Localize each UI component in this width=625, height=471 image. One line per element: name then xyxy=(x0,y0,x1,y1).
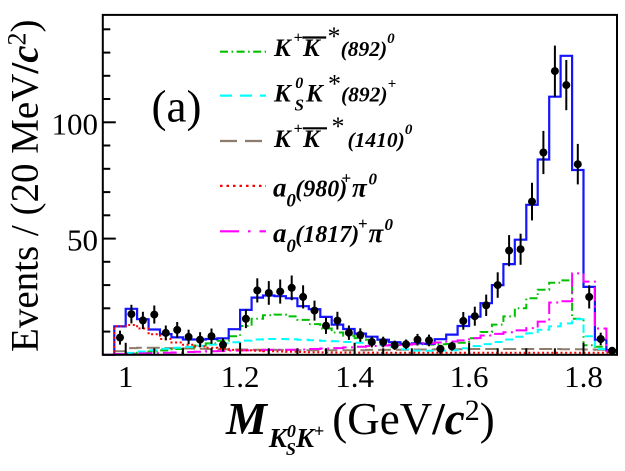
svg-text:100: 100 xyxy=(52,106,99,141)
svg-text:0: 0 xyxy=(369,170,378,189)
svg-text:S: S xyxy=(295,96,304,115)
svg-text:π: π xyxy=(369,218,385,248)
svg-text:*: * xyxy=(328,70,341,99)
svg-text:K: K xyxy=(302,126,322,153)
svg-text:+: + xyxy=(294,30,303,47)
svg-text:(1817): (1817) xyxy=(295,222,359,248)
svg-text:0: 0 xyxy=(295,75,303,92)
svg-text:(980): (980) xyxy=(295,177,347,203)
svg-text:a: a xyxy=(273,218,287,248)
svg-text:(a): (a) xyxy=(152,82,202,132)
svg-text:1.2: 1.2 xyxy=(221,359,260,394)
svg-text:K: K xyxy=(273,35,293,62)
svg-text:50: 50 xyxy=(67,223,98,258)
svg-text:K: K xyxy=(273,81,293,108)
svg-text:+: + xyxy=(294,120,303,137)
svg-text:0: 0 xyxy=(286,236,296,257)
svg-text:0: 0 xyxy=(286,191,296,212)
svg-text:K: K xyxy=(305,81,325,108)
svg-text:1.8: 1.8 xyxy=(564,359,603,394)
svg-text:π: π xyxy=(352,173,368,203)
svg-text:1.4: 1.4 xyxy=(335,359,374,394)
svg-text:*: * xyxy=(328,22,341,51)
svg-text:+: + xyxy=(358,214,368,233)
svg-text:*: * xyxy=(332,112,345,141)
svg-text:K: K xyxy=(302,35,322,62)
svg-text:a: a xyxy=(273,173,287,203)
svg-text:Events / (20 MeV/c2): Events / (20 MeV/c2) xyxy=(3,19,47,352)
svg-text:0: 0 xyxy=(385,215,394,234)
svg-text:+: + xyxy=(342,169,352,188)
svg-text:1.6: 1.6 xyxy=(450,359,489,394)
svg-text:K: K xyxy=(273,126,293,153)
svg-text:1: 1 xyxy=(118,359,134,394)
